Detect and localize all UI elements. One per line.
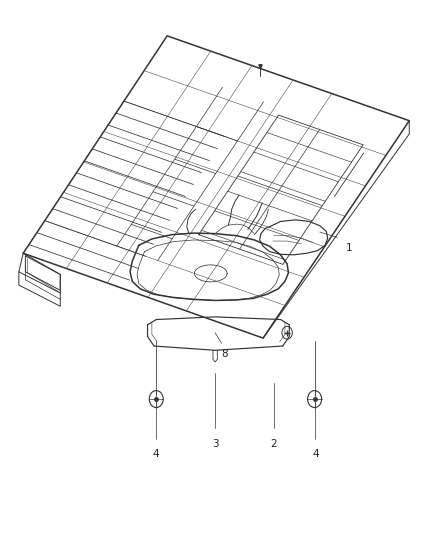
Text: 3: 3 <box>212 439 218 449</box>
Text: 2: 2 <box>270 439 277 449</box>
Text: 1: 1 <box>345 243 352 253</box>
Text: 4: 4 <box>311 449 318 459</box>
Text: 8: 8 <box>221 349 228 359</box>
Text: 4: 4 <box>152 449 159 459</box>
